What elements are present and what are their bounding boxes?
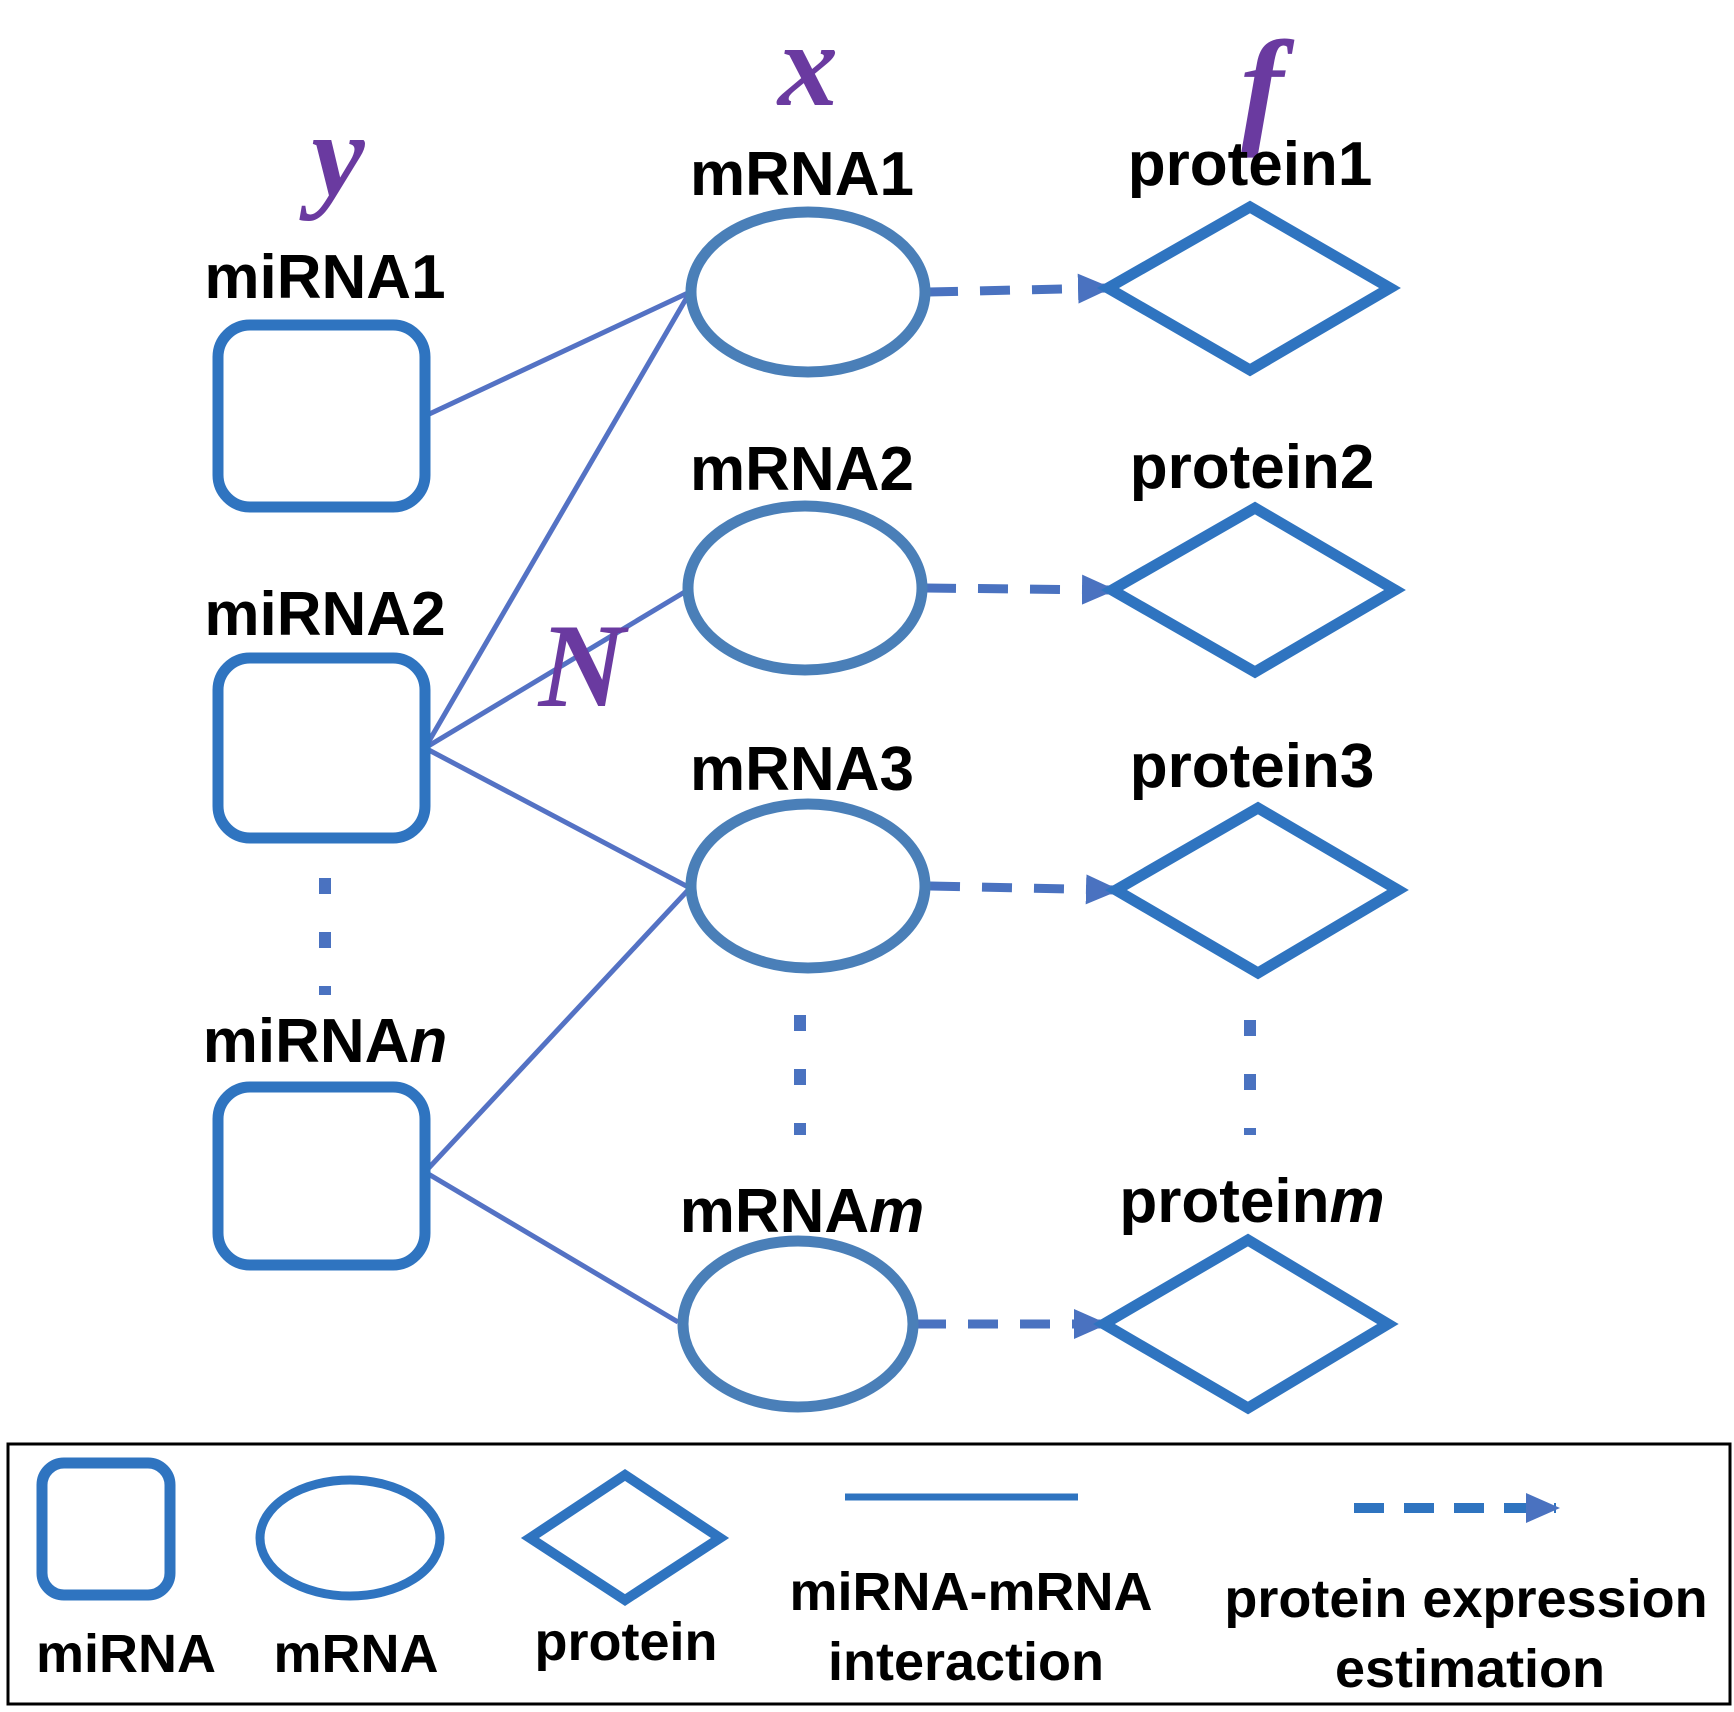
legend-estimation-label-2: estimation [1335, 1639, 1605, 1699]
legend-estimation-label-1: protein expression [1224, 1569, 1707, 1629]
legend-interaction-label-2: interaction [828, 1632, 1104, 1692]
legend-mirna-label: miRNA [36, 1624, 216, 1684]
legend-interaction-label-1: miRNA-mRNA [790, 1562, 1153, 1622]
mirna-label-2: miRNA2 [204, 580, 445, 649]
legend-mirna-icon [36, 1457, 176, 1601]
arrow-mrna2-protein2 [925, 574, 1116, 605]
mrna-label-m: mRNAm [680, 1177, 925, 1246]
estimation-arrows [916, 273, 1120, 1339]
mirna-nodes: miRNA1 miRNA2 miRNAn [203, 243, 448, 1271]
mrna-node-3 [685, 798, 931, 974]
legend-mrna-label: mRNA [273, 1624, 438, 1684]
mirna-label-1: miRNA1 [204, 243, 445, 312]
legend: miRNA mRNA protein miRNA-mRNA interactio… [6, 1442, 1732, 1706]
edge-mirna2-mrna1 [422, 290, 693, 750]
mirna-label-n: miRNAn [203, 1007, 448, 1076]
mrna-label-3: mRNA3 [690, 735, 914, 804]
protein-label-1: protein1 [1128, 130, 1373, 199]
mirna-node-1 [212, 319, 431, 513]
protein-label-m: proteinm [1119, 1167, 1384, 1236]
mrna-node-1 [685, 206, 931, 378]
protein-label-2: protein2 [1130, 433, 1375, 502]
edge-mirna2-mrna3 [423, 745, 692, 891]
symbol-n: N [537, 599, 630, 732]
mrna-nodes: mRNA1 mRNA2 mRNA3 mRNAm [677, 140, 931, 1413]
edge-mirna2-mrna2 [423, 587, 690, 751]
legend-protein-icon [520, 1469, 730, 1606]
mrna-label-1: mRNA1 [690, 140, 914, 209]
protein-nodes: protein1 protein2 protein3 proteinm [1093, 130, 1409, 1415]
symbol-y: y [298, 88, 365, 221]
mrna-node-2 [682, 500, 928, 676]
mirna-node-2 [212, 652, 431, 844]
edge-mirna1-mrna1 [423, 289, 692, 419]
mrna-label-2: mRNA2 [690, 435, 914, 504]
arrow-mrna3-protein3 [929, 874, 1120, 905]
symbol-x: x [776, 0, 838, 131]
legend-mrna-icon [255, 1475, 445, 1601]
mirna-node-n [212, 1081, 431, 1271]
protein-label-3: protein3 [1130, 732, 1375, 801]
protein-node-2 [1100, 501, 1406, 679]
protein-node-m [1093, 1233, 1399, 1415]
edge-mirnan-mrna3 [423, 886, 692, 1174]
legend-protein-label: protein [535, 1612, 718, 1672]
interaction-edges [422, 289, 693, 1325]
protein-node-3 [1105, 801, 1409, 980]
legend-border [6, 1442, 1732, 1706]
edge-mirnan-mrnam [423, 1169, 680, 1325]
mrna-node-m [677, 1235, 919, 1413]
protein-node-1 [1096, 200, 1401, 377]
arrow-mrna1-protein1 [927, 273, 1112, 304]
